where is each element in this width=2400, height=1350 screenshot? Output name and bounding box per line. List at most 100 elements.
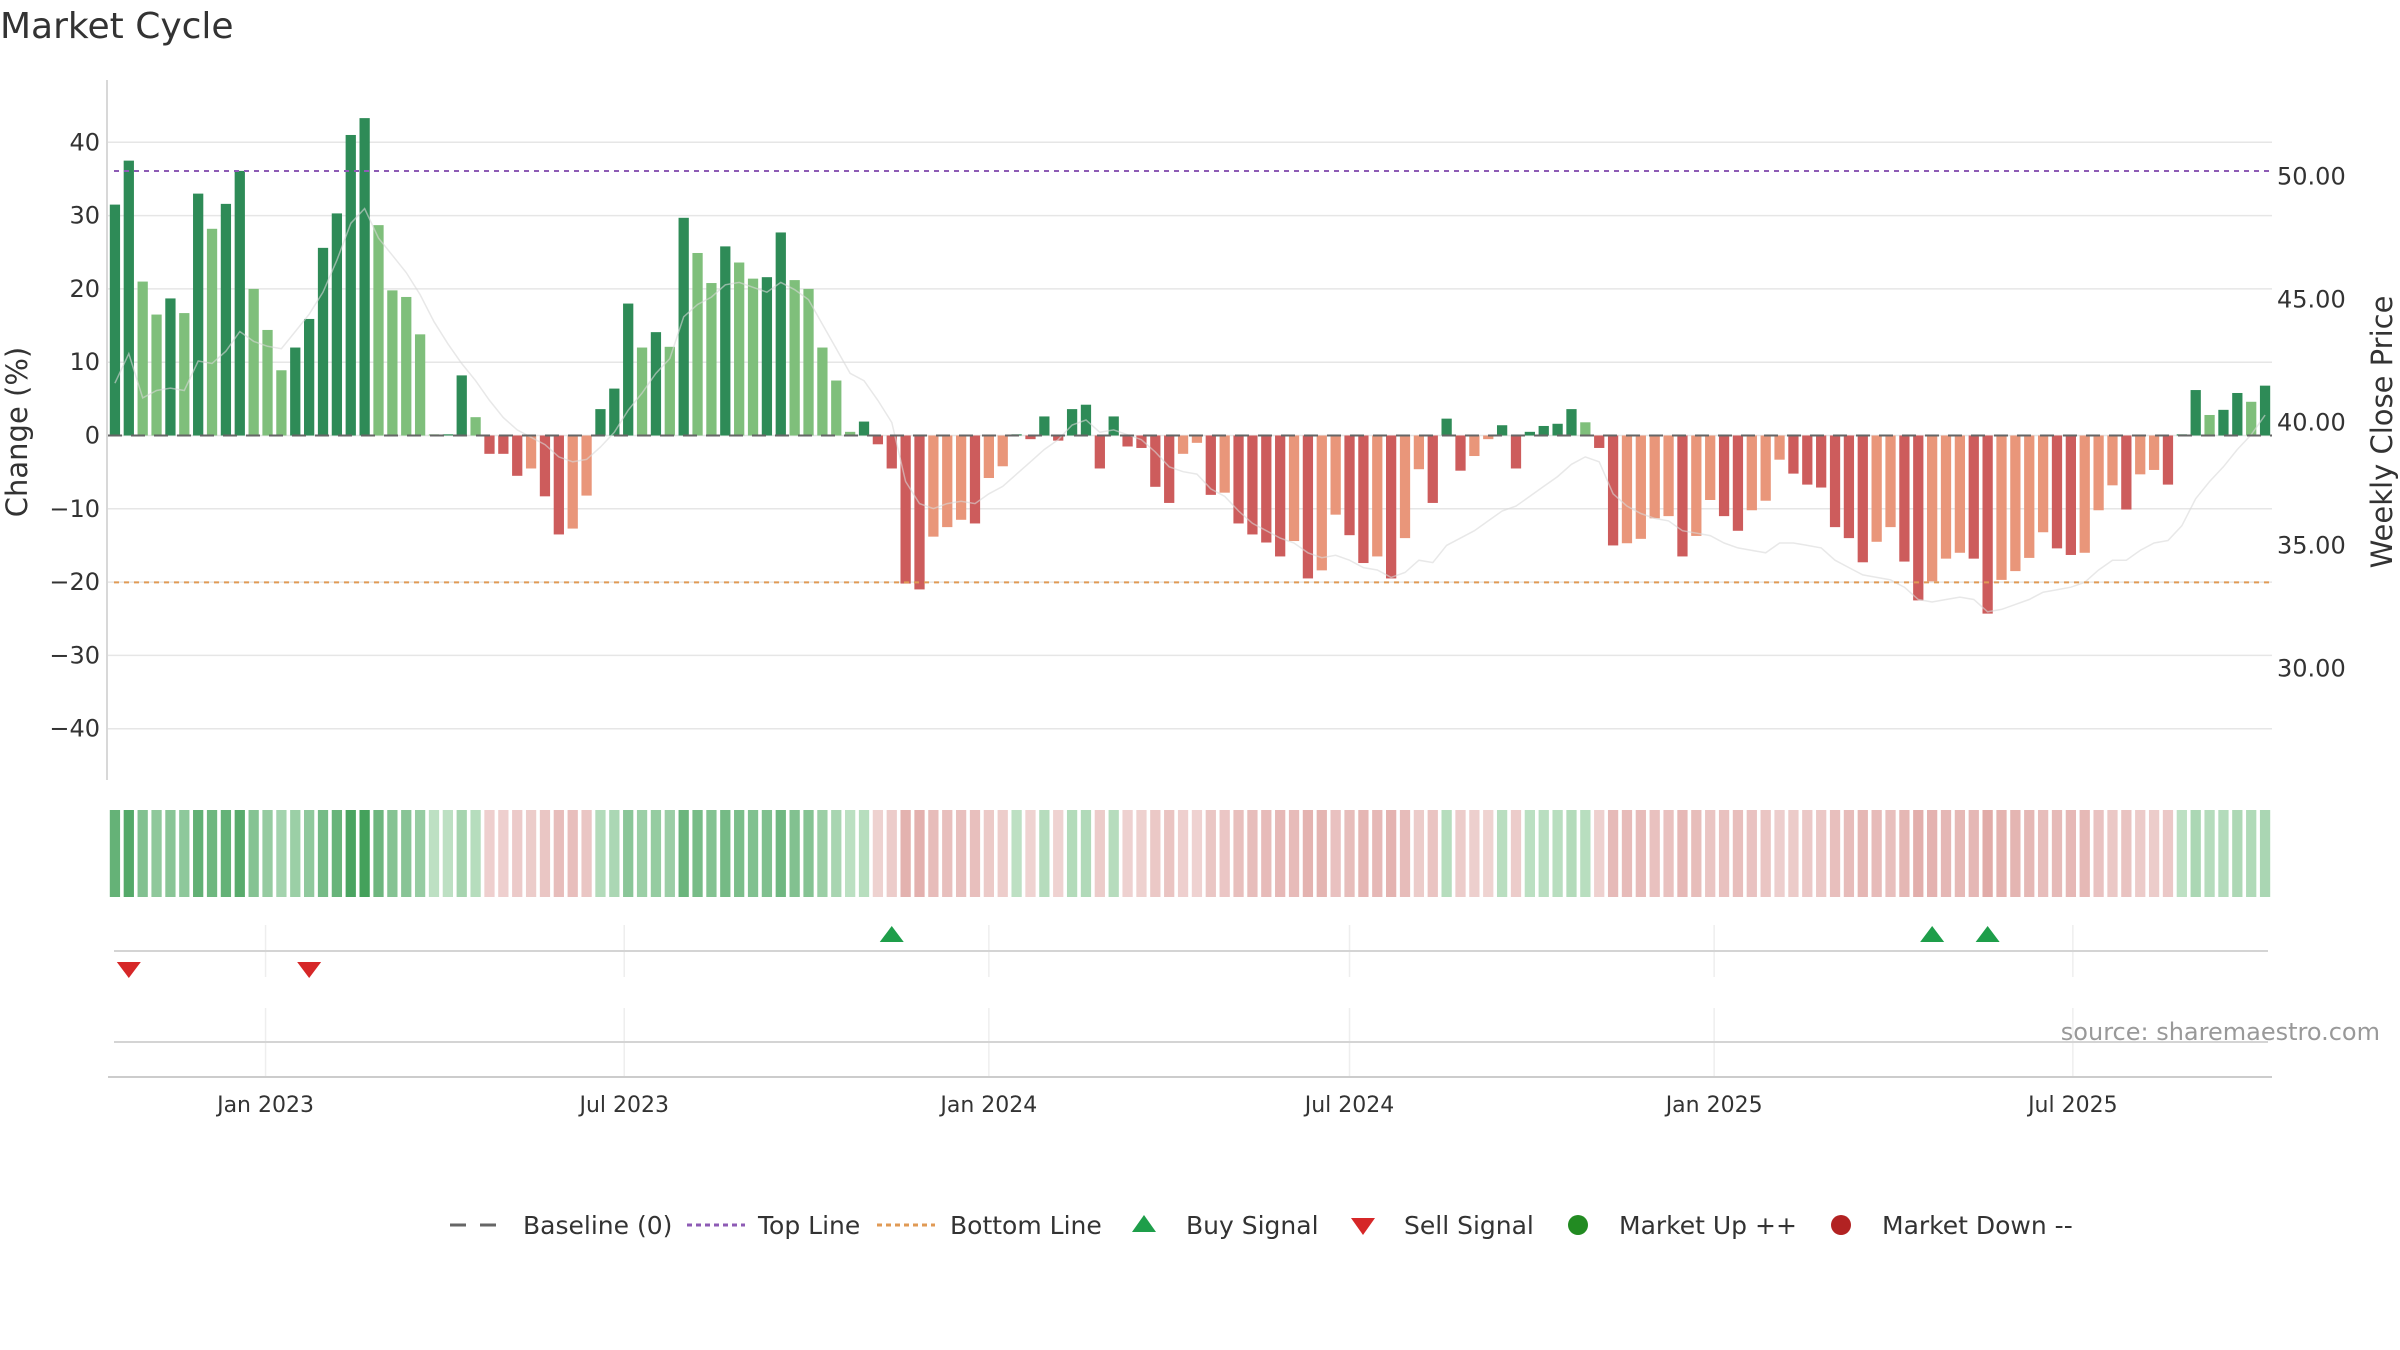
change-bar <box>997 435 1008 467</box>
change-bar <box>567 435 578 529</box>
heat-cell <box>609 810 620 897</box>
heat-cell <box>331 810 343 897</box>
buy-signal-marker <box>1975 926 2000 942</box>
heat-cell <box>1358 810 1369 897</box>
heat-cell <box>2093 810 2104 897</box>
heat-cell <box>470 810 481 897</box>
heat-cell <box>969 810 981 897</box>
change-bar <box>1871 435 1882 542</box>
legend-swatch-sell <box>1351 1218 1375 1235</box>
heat-cell <box>1288 810 1300 897</box>
change-bar <box>234 170 245 436</box>
change-bar <box>1954 435 1966 553</box>
change-bar <box>609 388 620 436</box>
heat-cell <box>706 810 717 897</box>
heat-cell <box>1053 810 1064 897</box>
change-bar <box>456 375 467 436</box>
change-bar <box>1344 435 1355 536</box>
change-bar <box>1316 435 1327 571</box>
heat-cell <box>1621 810 1633 897</box>
change-bar <box>1177 435 1189 454</box>
heat-cell <box>1760 810 1771 897</box>
heat-cell <box>290 810 301 897</box>
heat-cell <box>220 810 232 897</box>
change-bar <box>1233 435 1244 524</box>
change-bar <box>248 288 259 436</box>
change-bar <box>387 290 398 436</box>
heat-cell <box>1441 810 1452 897</box>
change-bar <box>761 277 773 436</box>
right-tick-label: 50.00 <box>2277 163 2346 191</box>
heat-cell <box>276 810 287 897</box>
heat-cell <box>1496 810 1508 897</box>
heat-cell <box>1302 810 1314 897</box>
heat-cell <box>262 810 273 897</box>
heat-cell <box>1094 810 1105 897</box>
change-bar <box>817 347 828 436</box>
change-bar <box>636 347 648 436</box>
change-bar <box>1788 435 1799 474</box>
heat-cell <box>498 810 509 897</box>
change-bar <box>290 347 301 436</box>
right-tick-label: 45.00 <box>2277 286 2346 314</box>
change-bar <box>720 246 731 436</box>
x-tick-label: Jan 2025 <box>1664 1093 1763 1118</box>
heat-cell <box>1982 810 1993 897</box>
axes-layer: 40 30 20 10 0 −10 −20 −30 −40 50.00 45.00 40.00 35.0… <box>49 80 2346 780</box>
right-tick-label: 35.00 <box>2277 531 2346 559</box>
x-tick-label: Jul 2024 <box>1303 1093 1395 1118</box>
x-tick-label: Jan 2024 <box>938 1093 1037 1118</box>
change-bar <box>1802 435 1813 485</box>
change-bar <box>2135 435 2146 475</box>
change-bar <box>484 435 495 454</box>
heat-cell <box>720 810 731 897</box>
change-bar <box>1150 435 1161 487</box>
change-bar <box>942 435 953 528</box>
change-bar <box>1399 435 1411 539</box>
legend-label: Bottom Line <box>950 1211 1102 1240</box>
left-tick-label: −40 <box>49 715 100 743</box>
change-bar <box>1510 435 1522 469</box>
heat-cell <box>678 810 689 897</box>
change-bar <box>1621 435 1633 544</box>
heat-cell <box>1275 810 1286 897</box>
change-bar <box>414 334 426 436</box>
heat-cell <box>1913 810 1924 897</box>
change-bar <box>623 303 634 436</box>
heat-cell <box>1996 810 2007 897</box>
heat-cell <box>109 810 121 897</box>
right-tick-label: 40.00 <box>2277 409 2346 437</box>
heat-cell <box>1857 810 1868 897</box>
change-bar <box>553 435 564 535</box>
change-bar <box>1025 435 1036 440</box>
change-bar <box>1691 435 1702 536</box>
heat-cell <box>1066 810 1078 897</box>
left-tick-label: −30 <box>49 641 100 669</box>
heat-cell <box>2051 810 2063 897</box>
heat-cell <box>359 810 370 897</box>
change-bar <box>1441 418 1452 436</box>
change-bar <box>1483 435 1494 440</box>
heat-cell <box>442 810 453 897</box>
change-bar <box>1066 409 1078 436</box>
change-bar <box>206 228 218 436</box>
change-bar <box>872 435 884 445</box>
left-tick-label: −20 <box>49 568 100 596</box>
change-bar <box>1705 435 1716 500</box>
change-bar <box>1913 435 1924 601</box>
legend-swatch-buy <box>1132 1215 1156 1232</box>
heat-cell <box>539 810 551 897</box>
change-bar <box>165 298 176 436</box>
heat-cell <box>1469 810 1480 897</box>
heat-cell <box>387 810 398 897</box>
heat-cell <box>942 810 953 897</box>
change-bar <box>1094 435 1105 469</box>
heat-cell <box>1580 810 1591 897</box>
change-bar <box>1899 435 1910 562</box>
heat-cell <box>1080 810 1092 897</box>
change-bar <box>2079 435 2090 553</box>
heat-cell <box>1372 810 1383 897</box>
heat-cell <box>484 810 495 897</box>
heat-cell <box>636 810 648 897</box>
